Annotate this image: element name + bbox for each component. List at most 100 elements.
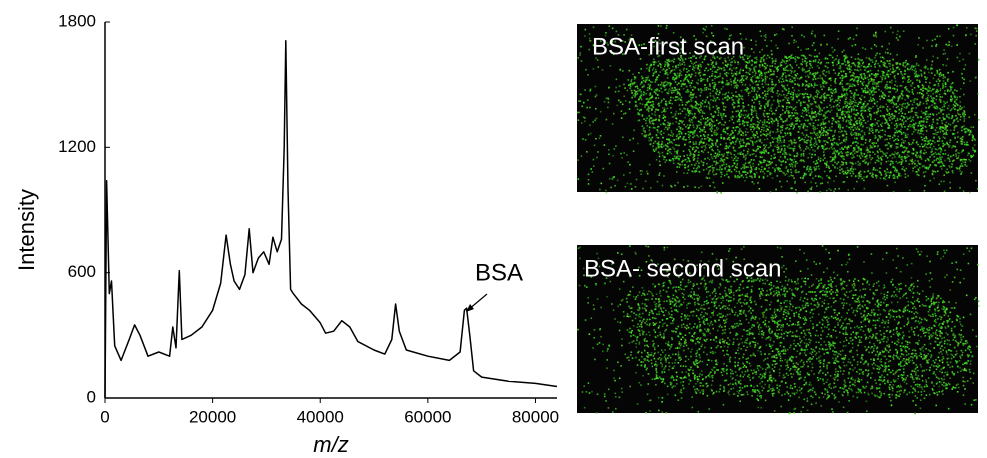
pixel <box>811 104 813 106</box>
pixel <box>705 138 707 140</box>
pixel <box>803 127 805 129</box>
pixel <box>905 60 907 62</box>
pixel <box>752 107 754 109</box>
pixel <box>933 88 935 90</box>
pixel <box>766 131 768 133</box>
pixel <box>939 108 941 110</box>
pixel <box>802 84 804 86</box>
pixel <box>897 100 899 102</box>
pixel <box>919 146 921 148</box>
pixel <box>843 71 845 73</box>
pixel <box>791 27 793 29</box>
pixel <box>953 121 955 123</box>
pixel <box>666 139 668 141</box>
pixel <box>709 84 711 86</box>
pixel <box>746 110 748 112</box>
pixel <box>718 107 720 109</box>
pixel <box>947 45 949 47</box>
pixel <box>882 62 884 64</box>
pixel <box>712 121 714 123</box>
pixel <box>864 188 866 190</box>
pixel <box>798 90 800 92</box>
pixel <box>658 97 660 99</box>
pixel <box>771 50 773 52</box>
pixel <box>844 159 846 161</box>
pixel <box>703 162 705 164</box>
pixel <box>657 103 659 105</box>
pixel <box>734 169 736 171</box>
pixel <box>938 83 940 85</box>
pixel <box>873 99 875 101</box>
pixel <box>888 113 890 115</box>
pixel <box>851 157 853 159</box>
pixel <box>877 70 879 72</box>
pixel <box>878 126 880 128</box>
pixel <box>896 171 898 173</box>
pixel <box>801 138 803 140</box>
pixel <box>951 87 953 89</box>
pixel <box>886 175 888 177</box>
pixel <box>858 63 860 65</box>
pixel <box>880 110 882 112</box>
pixel <box>758 168 760 170</box>
pixel <box>795 123 797 125</box>
pixel <box>688 115 690 117</box>
pixel <box>736 111 738 113</box>
pixel <box>912 161 914 163</box>
pixel <box>791 71 793 73</box>
pixel <box>794 181 796 183</box>
pixel <box>786 102 788 104</box>
pixel <box>885 52 887 54</box>
pixel <box>663 98 665 100</box>
pixel <box>942 126 944 128</box>
pixel <box>824 35 826 37</box>
pixel <box>882 73 884 75</box>
pixel <box>865 161 867 163</box>
pixel <box>649 117 651 119</box>
pixel <box>888 125 890 127</box>
pixel <box>830 99 832 101</box>
pixel <box>834 101 836 103</box>
pixel <box>617 180 619 182</box>
pixel <box>822 182 824 184</box>
pixel <box>950 110 952 112</box>
pixel <box>814 145 816 147</box>
pixel <box>639 120 641 122</box>
pixel <box>873 79 875 81</box>
pixel <box>723 124 725 126</box>
pixel <box>768 170 770 172</box>
pixel <box>773 73 775 75</box>
pixel <box>621 117 623 119</box>
pixel <box>593 165 595 167</box>
pixel <box>954 138 956 140</box>
pixel <box>673 162 675 164</box>
pixel <box>652 137 654 139</box>
pixel <box>755 41 757 43</box>
pixel <box>806 140 808 142</box>
pixel <box>854 79 856 81</box>
pixel <box>939 157 941 159</box>
pixel <box>672 123 674 125</box>
pixel <box>702 100 704 102</box>
pixel <box>948 105 950 107</box>
pixel <box>840 131 842 133</box>
pixel <box>915 155 917 157</box>
pixel <box>691 94 693 96</box>
pixel <box>821 97 823 99</box>
pixel <box>725 143 727 145</box>
pixel <box>834 80 836 82</box>
pixel <box>796 192 798 194</box>
pixel <box>720 160 722 162</box>
pixel <box>916 112 918 114</box>
pixel <box>798 131 800 133</box>
pixel <box>829 127 831 129</box>
pixel <box>801 69 803 71</box>
pixel <box>891 122 893 124</box>
pixel <box>740 145 742 147</box>
pixel <box>666 27 668 29</box>
pixel <box>831 89 833 91</box>
pixel <box>822 119 824 121</box>
pixel <box>862 85 864 87</box>
pixel <box>858 65 860 67</box>
pixel <box>695 105 697 107</box>
